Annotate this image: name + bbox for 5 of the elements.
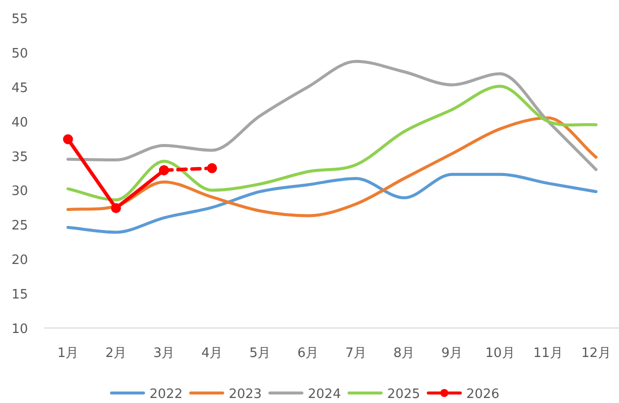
legend-label: 2022 (150, 387, 183, 402)
legend-label: 2026 (466, 387, 500, 402)
legend-label: 2024 (308, 387, 341, 402)
legend-label: 2023 (228, 387, 262, 402)
legend-label: 2025 (387, 387, 420, 402)
